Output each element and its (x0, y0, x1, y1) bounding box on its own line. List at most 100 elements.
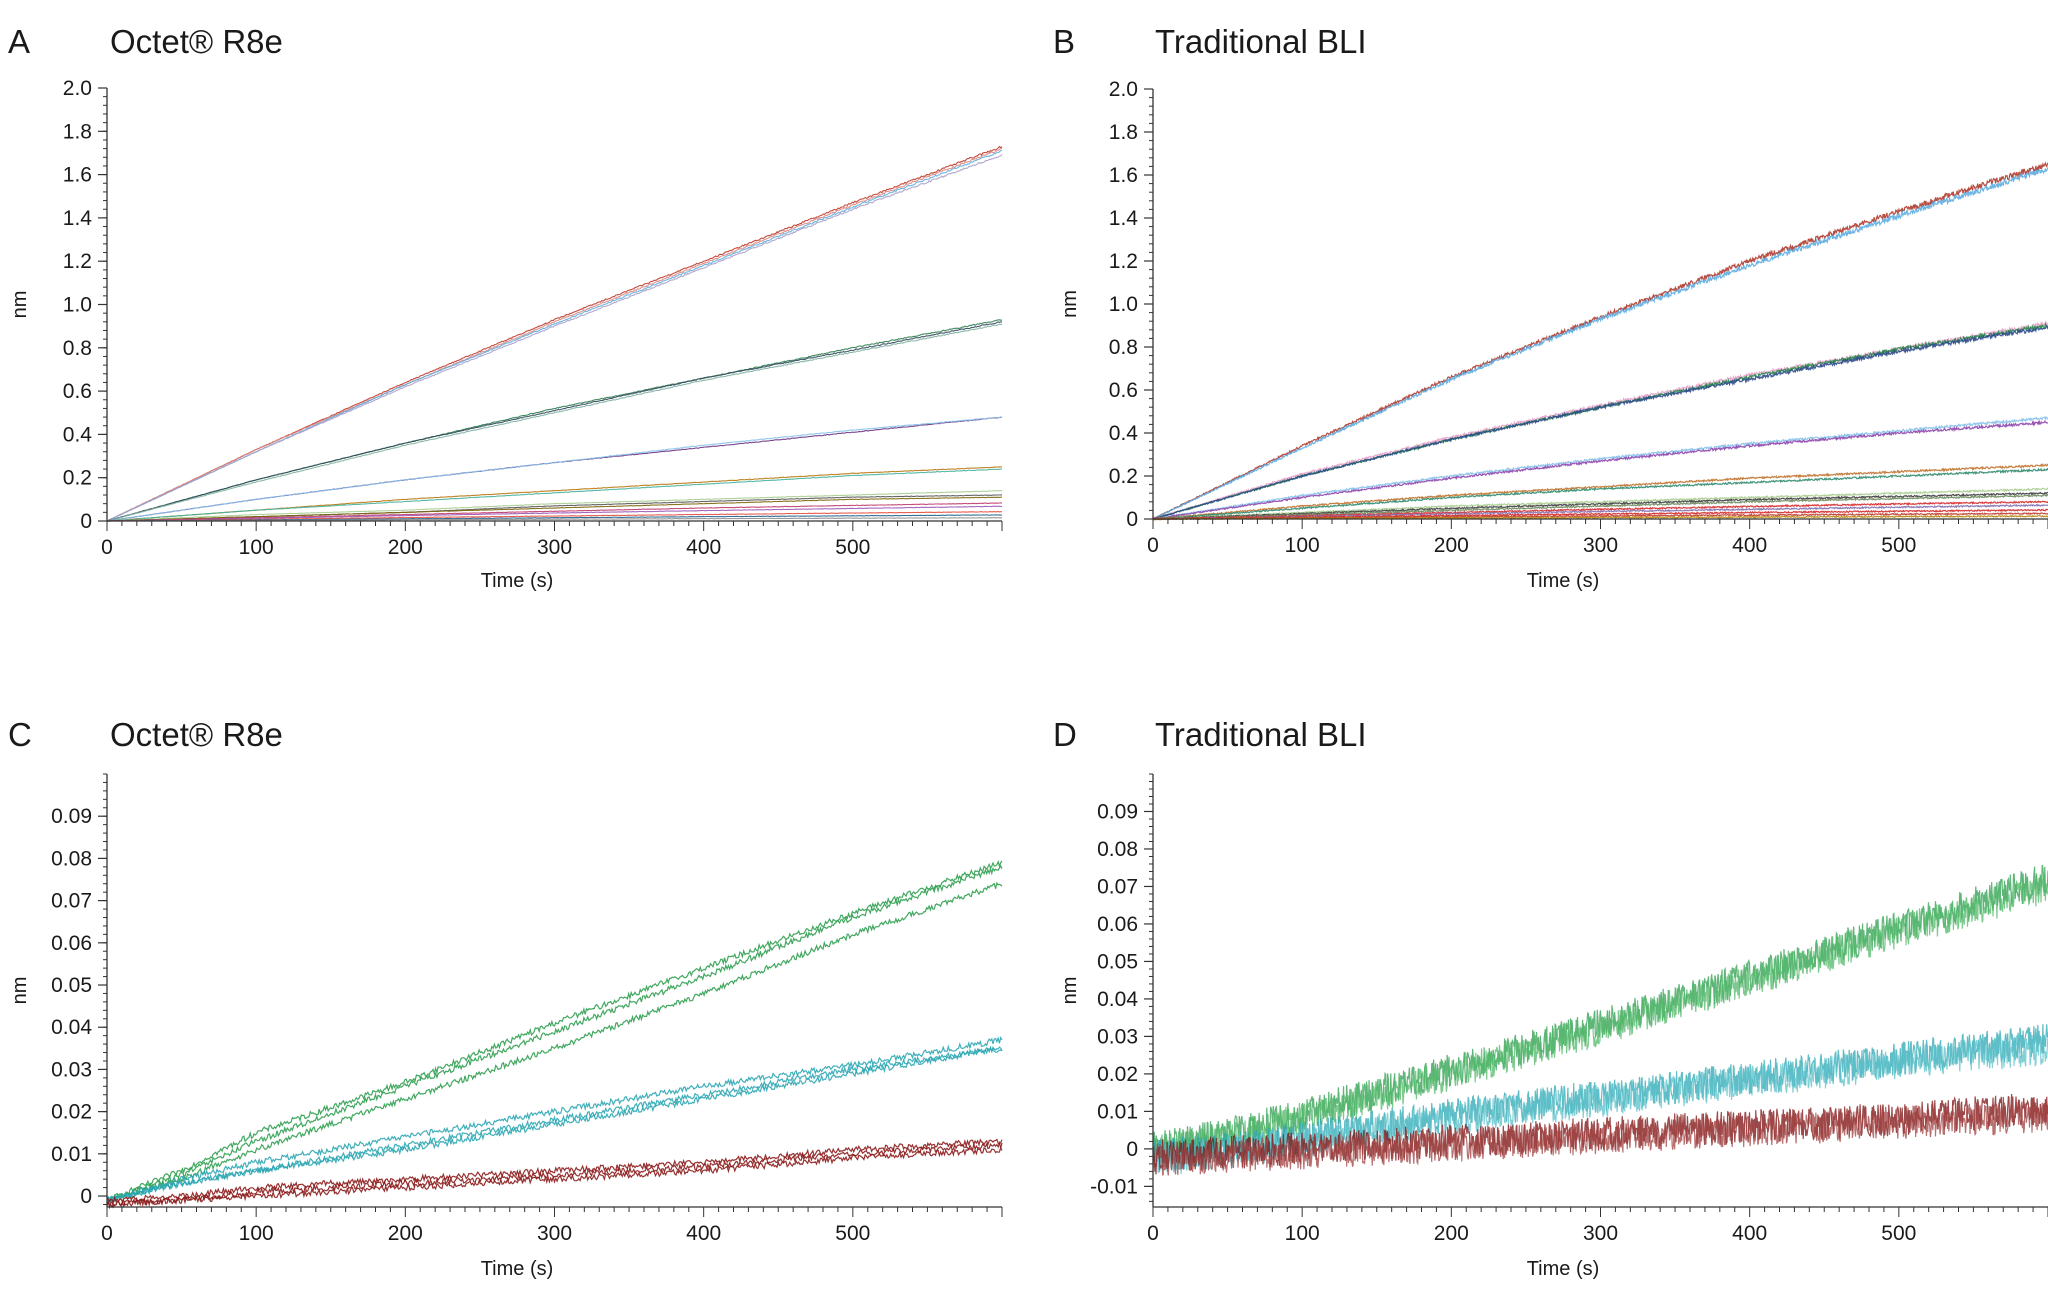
y-tick-label: 0.05 (1097, 950, 1138, 973)
series-line-conc-2c (1152, 325, 2048, 520)
y-tick-label: 0.06 (51, 932, 92, 955)
y-tick-label: 0 (80, 1185, 92, 1208)
series-group (1152, 864, 2048, 1176)
series-line-conc-1b (106, 147, 1003, 522)
y-tick-label: 0.8 (1109, 336, 1138, 359)
y-tick-label: 0.03 (51, 1058, 92, 1081)
y-tick-label: 1.8 (1109, 121, 1138, 144)
x-tick-label: 200 (1434, 1222, 1469, 1245)
y-tick-label: 0.8 (63, 337, 92, 360)
x-axis-label: Time (s) (481, 1258, 554, 1280)
series-line-conc-2a (1152, 320, 2048, 520)
y-tick-label: 0.03 (1097, 1025, 1138, 1048)
y-axis-label: nm (1059, 977, 1081, 1005)
chart-a: 0 0.2 0.4 0.6 0.8 1.0 1.2 1.4 1.6 1.8 2.0 0 100 200 30… (9, 77, 1003, 592)
panel-b-title: Traditional BLI (1155, 23, 1367, 60)
y-tick-label: 1.6 (63, 164, 92, 187)
series-line-conc-5a (106, 490, 1003, 522)
y-tick-label: 0.2 (1109, 465, 1138, 488)
panel-b-letter: B (1053, 23, 1076, 60)
y-tick-label: 0.6 (1109, 379, 1138, 402)
series-line-conc-2b (106, 321, 1003, 522)
x-tick-label: 300 (537, 1222, 572, 1245)
x-tick-label: 400 (1732, 534, 1767, 557)
x-tick-label: 200 (388, 1222, 423, 1245)
x-tick-label: 400 (686, 536, 721, 559)
x-tick-label: 200 (388, 536, 423, 559)
y-axis-label: nm (1059, 290, 1081, 318)
series-line-red-3 (106, 1146, 1003, 1210)
x-tick-label: 100 (239, 536, 274, 559)
series-line-red-1 (106, 1138, 1003, 1205)
chart-b: 0 0.2 0.4 0.6 0.8 1.0 1.2 1.4 1.6 1.8 2.0 0 100 200 30… (1059, 78, 2048, 592)
x-axis-label: Time (s) (1527, 1258, 1600, 1280)
series-line-conc-1d (106, 154, 1003, 522)
x-axis-label: Time (s) (1527, 570, 1600, 592)
series-line-red-2 (1152, 1099, 2048, 1176)
series-line-conc-5b (1152, 491, 2048, 521)
series-line-teal-2 (1152, 1034, 2048, 1175)
series-line-teal-2 (106, 1046, 1003, 1204)
x-tick-label: 500 (835, 1222, 870, 1245)
x-tick-label: 400 (686, 1222, 721, 1245)
y-tick-label: 0.01 (51, 1143, 92, 1166)
series-group (106, 145, 1003, 522)
axes: 0 0.2 0.4 0.6 0.8 1.0 1.2 1.4 1.6 1.8 2.0 0 100 200 30… (9, 77, 1003, 592)
y-tick-label: 2.0 (1109, 78, 1138, 101)
series-line-conc-3b (106, 416, 1003, 522)
series-line-conc-1a (1152, 161, 2048, 521)
series-group (106, 860, 1003, 1210)
y-tick-label: 0.6 (63, 380, 92, 403)
y-tick-label: 0.09 (51, 805, 92, 828)
panel-a-title: Octet® R8e (110, 23, 283, 60)
series-line-teal-1 (106, 1036, 1003, 1203)
axes: 0 0.2 0.4 0.6 0.8 1.0 1.2 1.4 1.6 1.8 2.0 0 100 200 30… (1059, 78, 2048, 592)
y-tick-label: 1.4 (63, 207, 93, 230)
series-line-teal-1 (1152, 1024, 2048, 1173)
series-line-red-2 (106, 1140, 1003, 1209)
series-line-conc-3b (1152, 419, 2048, 521)
y-tick-label: 0.08 (1097, 838, 1138, 861)
y-tick-label: 1.4 (1109, 207, 1139, 230)
y-tick-label: 0.08 (51, 847, 92, 870)
series-line-conc-4a (1153, 463, 2048, 520)
y-tick-label: 0.4 (1109, 422, 1139, 445)
x-tick-label: 0 (1147, 1222, 1159, 1245)
x-tick-label: 400 (1732, 1222, 1767, 1245)
y-tick-label: -0.01 (1090, 1175, 1138, 1198)
series-line-conc-6a (106, 502, 1003, 522)
y-tick-label: 0.07 (1097, 875, 1138, 898)
series-line-conc-6b (106, 505, 1003, 522)
y-tick-label: 0.06 (1097, 913, 1138, 936)
y-tick-label: 1.6 (1109, 164, 1138, 187)
x-tick-label: 300 (537, 536, 572, 559)
x-tick-label: 500 (1881, 1222, 1916, 1245)
series-line-conc-5c (1152, 493, 2048, 521)
chart-c: 0 0.01 0.02 0.03 0.04 0.05 0.06 0.07 0.08 0.09 0 10… (9, 773, 1003, 1280)
x-tick-label: 0 (1147, 534, 1159, 557)
series-line-conc-4b (1153, 467, 2048, 521)
panel-d-letter: D (1053, 716, 1077, 753)
series-line-conc-6a (1152, 500, 2048, 521)
series-line-conc-3a (1152, 416, 2048, 520)
y-tick-label: 0.07 (51, 890, 92, 913)
y-tick-label: 0.05 (51, 974, 92, 997)
series-line-green-1 (106, 860, 1003, 1202)
x-tick-label: 500 (835, 536, 870, 559)
x-tick-label: 100 (1285, 534, 1320, 557)
panel-c-title: Octet® R8e (110, 716, 283, 753)
x-tick-label: 200 (1434, 534, 1469, 557)
y-tick-label: 2.0 (63, 77, 92, 100)
series-line-teal-3 (106, 1045, 1003, 1205)
y-tick-label: 0.02 (1097, 1063, 1138, 1086)
panel-c-letter: C (8, 716, 32, 753)
y-tick-label: 0 (1126, 508, 1138, 531)
panel-d-title: Traditional BLI (1155, 716, 1367, 753)
y-tick-label: 1.8 (63, 120, 92, 143)
x-tick-label: 300 (1583, 534, 1618, 557)
y-tick-label: 0.04 (1097, 988, 1138, 1011)
series-line-conc-1a (106, 145, 1003, 522)
series-line-conc-2b (1152, 322, 2048, 520)
series-line-red-1 (1152, 1093, 2048, 1172)
